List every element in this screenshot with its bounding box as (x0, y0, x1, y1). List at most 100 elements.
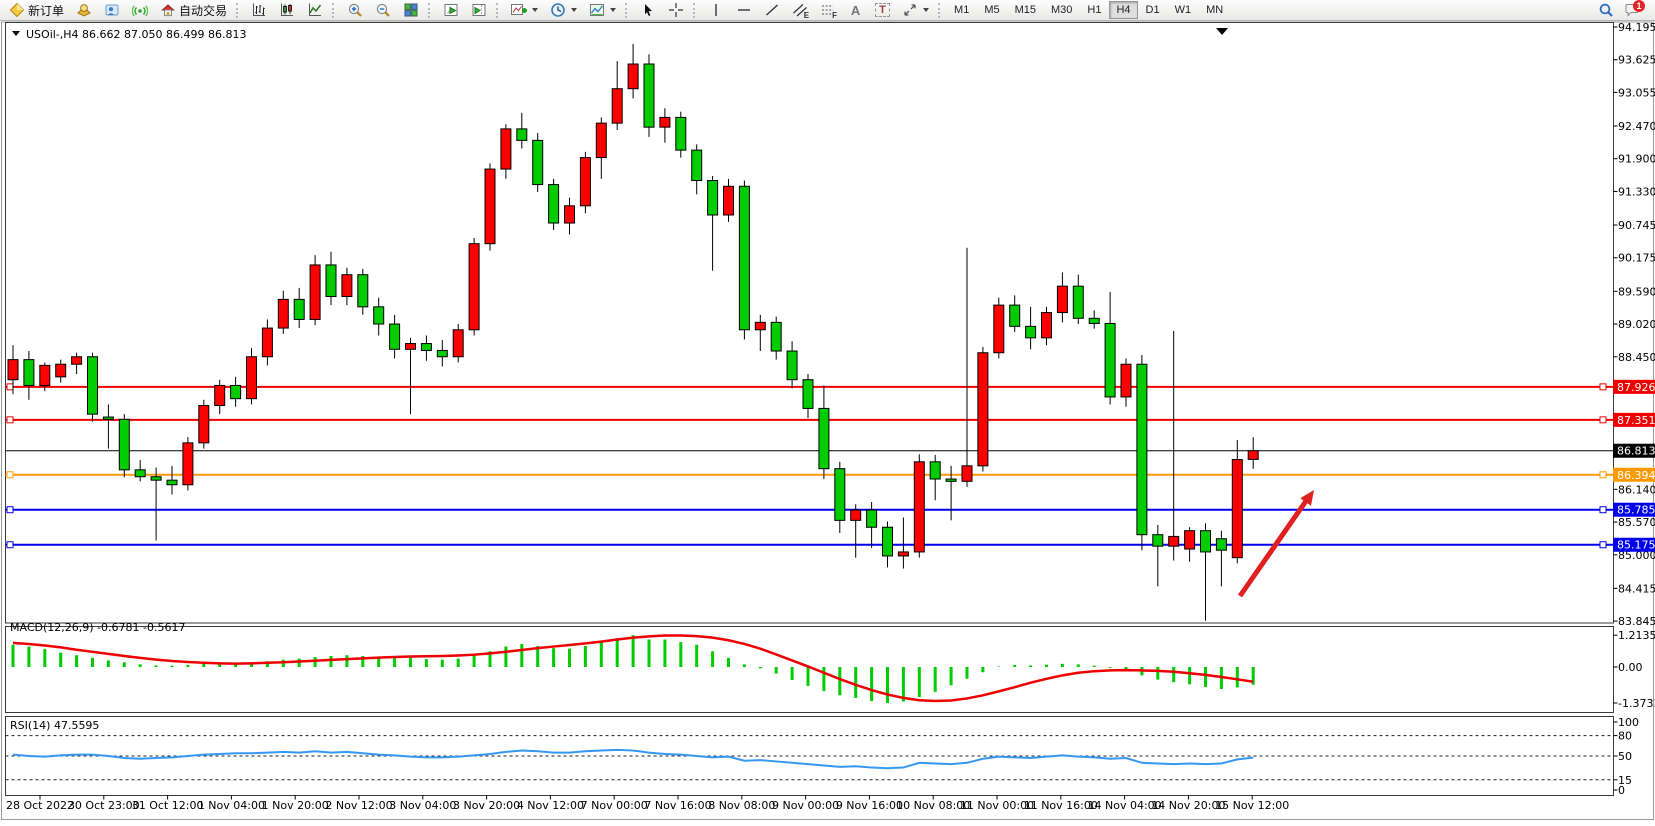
text-icon: A (847, 2, 864, 18)
autotrading-button[interactable]: 自动交易 (154, 1, 232, 20)
candle (580, 152, 590, 213)
zoom-in-button[interactable] (341, 1, 368, 20)
crosshair-icon (667, 2, 684, 18)
line-chart-icon (306, 2, 323, 18)
equidistant-channel-tool-button[interactable]: E (786, 1, 813, 20)
toolbar-grip (428, 3, 432, 18)
candle (469, 238, 479, 336)
svg-text:89.590: 89.590 (1618, 285, 1655, 298)
svg-text:89.020: 89.020 (1618, 318, 1655, 331)
tile-windows-icon (402, 2, 419, 18)
svg-text:9 Nov 00:00: 9 Nov 00:00 (772, 799, 839, 812)
templates-icon (588, 2, 605, 18)
svg-text:1.2135: 1.2135 (1618, 629, 1655, 642)
line-handle[interactable] (1600, 417, 1606, 423)
line-chart-button[interactable] (301, 1, 328, 20)
timeframe-button-M15[interactable]: M15 (1008, 1, 1043, 19)
candlestick-chart-button[interactable] (273, 1, 300, 20)
line-handle[interactable] (7, 507, 13, 513)
svg-text:100: 100 (1618, 716, 1639, 729)
autotrading-icon (159, 2, 176, 18)
svg-text:4 Nov 12:00: 4 Nov 12:00 (517, 799, 584, 812)
templates-button[interactable] (583, 1, 621, 20)
crosshair-tool-button[interactable] (662, 1, 689, 20)
svg-text:83.845: 83.845 (1618, 615, 1655, 628)
signals-button[interactable] (126, 1, 153, 20)
svg-text:3 Nov 04:00: 3 Nov 04:00 (389, 799, 456, 812)
notifications-button[interactable]: 1 (1619, 1, 1646, 20)
cursor-tool-button[interactable] (634, 1, 661, 20)
new-order-label: 新订单 (28, 2, 64, 19)
candle (914, 454, 924, 557)
candle (247, 348, 257, 404)
candle (485, 163, 495, 250)
line-handle[interactable] (1600, 542, 1606, 548)
line-handle[interactable] (7, 542, 13, 548)
cursor-icon (639, 2, 656, 18)
line-handle[interactable] (1600, 472, 1606, 478)
timeframe-button-M30[interactable]: M30 (1044, 1, 1079, 19)
candle (644, 54, 654, 137)
svg-text:7 Nov 00:00: 7 Nov 00:00 (581, 799, 648, 812)
timeframe-button-D1[interactable]: D1 (1139, 1, 1167, 19)
toolbar-grip (693, 3, 697, 18)
timeframe-button-H4[interactable]: H4 (1109, 1, 1137, 19)
svg-text:85.570: 85.570 (1618, 516, 1655, 529)
svg-text:1 Nov 20:00: 1 Nov 20:00 (262, 799, 329, 812)
periods-icon (549, 2, 566, 18)
vertical-line-tool-button[interactable] (702, 1, 729, 20)
symbol-ohlc-text: USOil-,H4 86.662 87.050 86.499 86.813 (26, 28, 246, 41)
timeframe-button-M1[interactable]: M1 (947, 1, 976, 19)
horizontal-line-tool-button[interactable] (730, 1, 757, 20)
timeframe-button-M5[interactable]: M5 (977, 1, 1006, 19)
trendline-icon (763, 2, 780, 18)
arrows-tool-button[interactable] (896, 1, 934, 20)
timeframe-button-W1[interactable]: W1 (1168, 1, 1199, 19)
tester-button[interactable] (70, 1, 97, 20)
text-label-tool-button[interactable]: T (870, 1, 895, 20)
svg-text:85.175: 85.175 (1617, 539, 1655, 552)
toolbar-grip (496, 3, 500, 18)
timeframe-button-H1[interactable]: H1 (1080, 1, 1108, 19)
line-handle[interactable] (1600, 507, 1606, 513)
candle (549, 179, 559, 230)
svg-text:84.415: 84.415 (1618, 582, 1655, 595)
chat-icon: 1 (1624, 2, 1641, 18)
scroll-to-end-button[interactable] (437, 1, 464, 20)
toolbar-grip (938, 3, 942, 18)
svg-text:92.470: 92.470 (1618, 120, 1655, 133)
main-price-panel[interactable] (6, 23, 1614, 624)
tile-windows-button[interactable] (397, 1, 424, 20)
indicators-button[interactable] (505, 1, 543, 20)
svg-text:90.175: 90.175 (1618, 252, 1655, 265)
line-handle[interactable] (7, 417, 13, 423)
chart-canvas[interactable]: 94.19593.62593.05592.47091.90091.33090.7… (0, 21, 1655, 821)
fibonacci-tool-button[interactable]: F (814, 1, 841, 20)
community-button[interactable] (98, 1, 125, 20)
macd-label: MACD(12,26,9) -0.6781 -0.5617 (10, 621, 185, 634)
svg-text:86.813: 86.813 (1617, 445, 1655, 458)
candle (978, 347, 988, 472)
trendline-tool-button[interactable] (758, 1, 785, 20)
svg-text:0: 0 (1618, 784, 1625, 797)
svg-text:93.625: 93.625 (1618, 54, 1655, 67)
svg-text:85.785: 85.785 (1617, 504, 1655, 517)
timeframe-button-MN[interactable]: MN (1199, 1, 1230, 19)
svg-text:1 Nov 04:00: 1 Nov 04:00 (198, 799, 265, 812)
svg-text:86.394: 86.394 (1617, 469, 1655, 482)
line-handle[interactable] (7, 472, 13, 478)
periods-button[interactable] (544, 1, 582, 20)
line-handle[interactable] (1600, 384, 1606, 390)
svg-text:28 Oct 2022: 28 Oct 2022 (6, 799, 74, 812)
chart-shift-button[interactable] (465, 1, 492, 20)
search-button[interactable] (1592, 1, 1619, 20)
candle (199, 400, 209, 449)
zoom-out-button[interactable] (369, 1, 396, 20)
chart-shift-icon (470, 2, 487, 18)
text-tool-button[interactable]: A (842, 1, 869, 20)
bar-chart-button[interactable] (245, 1, 272, 20)
line-handle[interactable] (7, 384, 13, 390)
new-order-button[interactable]: 新订单 (3, 1, 69, 20)
svg-text:80: 80 (1618, 730, 1632, 743)
